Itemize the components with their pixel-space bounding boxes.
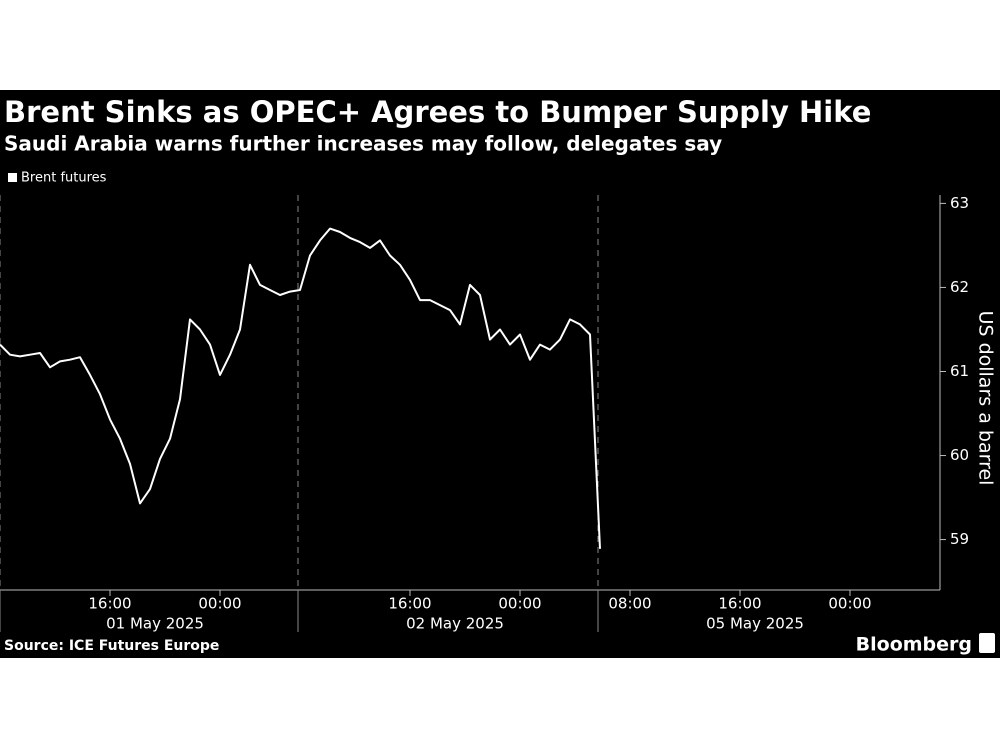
x-tick-label: 00:00 (498, 595, 541, 613)
chart-subtitle: Saudi Arabia warns further increases may… (4, 132, 722, 156)
x-tick-label: 16:00 (388, 595, 431, 613)
source: Source: ICE Futures Europe (4, 638, 219, 654)
day-label: 05 May 2025 (706, 615, 804, 633)
chart-panel (0, 90, 1000, 658)
x-tick-label: 00:00 (198, 595, 241, 613)
x-tick-label: 16:00 (718, 595, 761, 613)
legend-swatch (8, 173, 17, 182)
y-tick-label: 63 (950, 194, 969, 212)
day-label: 01 May 2025 (106, 615, 204, 633)
legend-label: Brent futures (21, 171, 107, 186)
y-tick-label: 61 (950, 362, 969, 380)
brand: Bloomberg (856, 634, 972, 656)
x-tick-label: 00:00 (828, 595, 871, 613)
x-tick-label: 08:00 (608, 595, 651, 613)
chart-title: Brent Sinks as OPEC+ Agrees to Bumper Su… (4, 95, 871, 129)
y-tick-label: 59 (950, 530, 969, 548)
x-tick-label: 16:00 (88, 595, 131, 613)
y-tick-label: 62 (950, 278, 969, 296)
day-label: 02 May 2025 (406, 615, 504, 633)
y-axis-label: US dollars a barrel (975, 311, 997, 486)
y-tick-label: 60 (950, 446, 969, 464)
price-line (0, 227, 601, 549)
brand-icon (979, 633, 995, 653)
